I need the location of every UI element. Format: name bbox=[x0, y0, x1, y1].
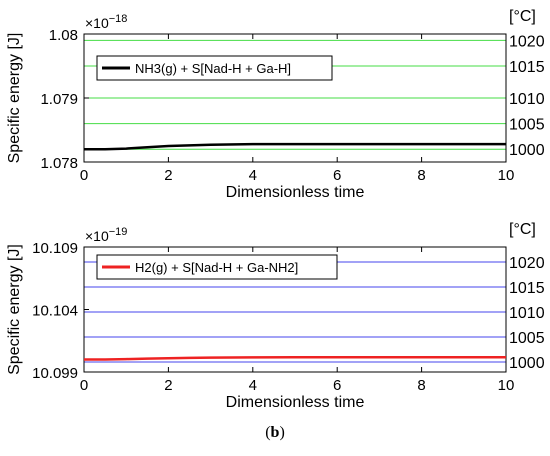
temperature-unit-label: [°C] bbox=[509, 8, 536, 25]
y-exponent-power: −18 bbox=[109, 13, 128, 25]
x-axis-label: Dimensionless time bbox=[226, 184, 365, 201]
temperature-label: 1015 bbox=[509, 280, 545, 297]
y-exponent-base: ×10 bbox=[85, 228, 109, 244]
caption-open: ( bbox=[265, 424, 271, 441]
x-tick-label: 6 bbox=[333, 377, 341, 394]
y-tick-label: 10.099 bbox=[32, 365, 78, 382]
y-tick-label: 1.078 bbox=[40, 155, 78, 172]
x-tick-label: 2 bbox=[164, 167, 172, 184]
y-exponent-label: ×10−19 bbox=[85, 226, 127, 244]
temperature-label: 1000 bbox=[509, 142, 545, 159]
y-exponent-power: −19 bbox=[109, 226, 128, 238]
x-tick-label: 0 bbox=[80, 167, 88, 184]
series-line bbox=[84, 356, 506, 361]
x-tick-label: 10 bbox=[498, 167, 515, 184]
y-exponent-base: ×10 bbox=[85, 15, 109, 31]
x-tick-label: 0 bbox=[80, 377, 88, 394]
temperature-label: 1020 bbox=[509, 255, 545, 272]
series-line bbox=[84, 142, 506, 151]
temperature-label: 1020 bbox=[509, 33, 545, 50]
chart-2: 1000 1005 1010 1015 1020 [°C] 0 2 4 6 8 10 10.099 10.… bbox=[6, 221, 545, 411]
y-axis-label: Specific energy [J] bbox=[6, 244, 23, 375]
chart-1: 1000 1005 1010 1015 1020 [°C] 0 2 4 6 8 10 1.078 1.07… bbox=[6, 8, 545, 201]
legend-box bbox=[96, 55, 333, 81]
legend-label: NH3(g) + S[Nad-H + Ga-H] bbox=[135, 61, 291, 76]
temperature-label: 1000 bbox=[509, 355, 545, 372]
temperature-unit-label: [°C] bbox=[509, 221, 536, 238]
x-tick-label: 10 bbox=[498, 377, 515, 394]
y-axis-label: Specific energy [J] bbox=[6, 33, 23, 164]
x-tick-label: 6 bbox=[333, 167, 341, 184]
x-tick-label: 8 bbox=[417, 377, 425, 394]
temperature-label: 1005 bbox=[509, 330, 545, 347]
temperature-label: 1015 bbox=[509, 59, 545, 76]
temperature-label: 1005 bbox=[509, 117, 545, 134]
y-tick-label: 10.109 bbox=[32, 240, 78, 257]
temperature-label: 1010 bbox=[509, 305, 545, 322]
legend-label: H2(g) + S[Nad-H + Ga-NH2] bbox=[135, 260, 298, 275]
figure-caption: (b) bbox=[0, 424, 550, 442]
x-axis-label: Dimensionless time bbox=[226, 394, 365, 411]
x-tick-label: 4 bbox=[249, 167, 257, 184]
legend-box bbox=[96, 254, 338, 280]
caption-close: ) bbox=[279, 424, 285, 441]
x-tick-label: 2 bbox=[164, 377, 172, 394]
y-tick-label: 1.08 bbox=[49, 27, 78, 44]
temperature-label: 1010 bbox=[509, 91, 545, 108]
x-tick-label: 4 bbox=[249, 377, 257, 394]
y-exponent-label: ×10−18 bbox=[85, 13, 127, 31]
caption-label: b bbox=[270, 424, 280, 441]
y-tick-label: 1.079 bbox=[40, 91, 78, 108]
y-tick-label: 10.104 bbox=[32, 303, 78, 320]
x-tick-label: 8 bbox=[417, 167, 425, 184]
